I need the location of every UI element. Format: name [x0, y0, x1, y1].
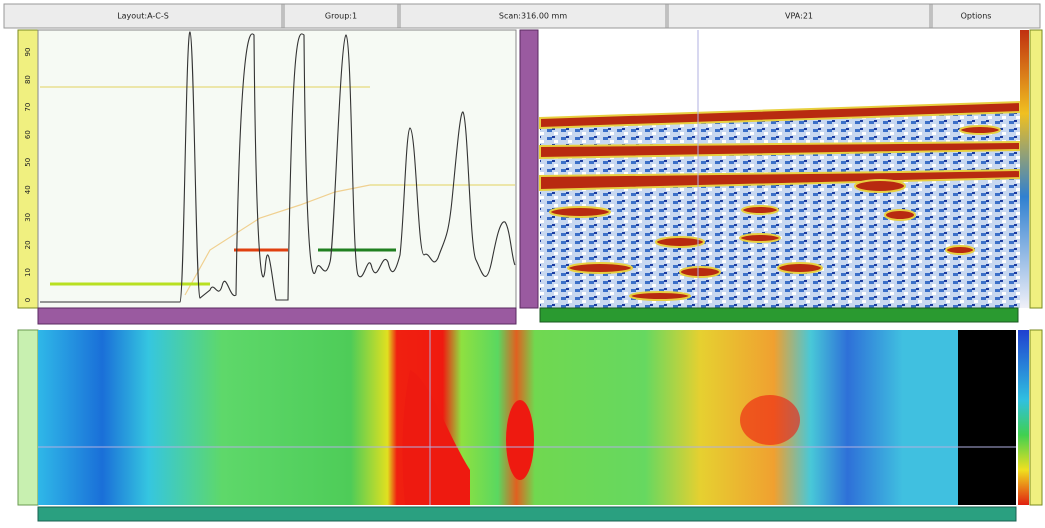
tab-label: Layout:A-C-S — [117, 12, 169, 21]
amplitude-ruler — [17, 29, 39, 309]
tab-label: Scan:316.00 mm — [499, 12, 567, 21]
ruler-label: 40 — [24, 185, 32, 194]
color-bar — [1020, 30, 1029, 308]
ruler-label: 0 — [24, 298, 32, 302]
ruler-label: 90 — [24, 48, 32, 57]
ruler-label: 70 — [24, 103, 32, 112]
ruler-label: 80 — [24, 75, 32, 84]
tab[interactable] — [399, 3, 667, 29]
ruler-labels: 90 80 70 60 50 40 30 20 10 0 — [24, 48, 32, 303]
time-ruler — [37, 307, 517, 325]
scan-ruler — [37, 506, 1017, 522]
tab-label: VPA:21 — [785, 12, 813, 21]
palette-ruler — [1029, 329, 1043, 506]
tab[interactable] — [931, 3, 1041, 29]
index-ruler — [539, 307, 1019, 323]
c-scan-image — [38, 330, 958, 505]
index-ruler — [17, 329, 39, 506]
no-data — [958, 330, 1016, 505]
ruler-label: 20 — [24, 240, 32, 249]
tcg-curve — [184, 184, 371, 296]
a-scan-plot — [37, 29, 517, 309]
tab[interactable] — [667, 3, 931, 29]
s-scan — [519, 29, 1043, 323]
ruler-label: 60 — [24, 130, 32, 139]
c-scan — [17, 329, 1043, 522]
toolbar: Layout:A-C-S Group:1 Scan:316.00 mm VPA:… — [3, 3, 1041, 29]
tab-label: Options — [961, 12, 992, 21]
tab-label: Group:1 — [325, 12, 357, 21]
a-scan: 90 80 70 60 50 40 30 20 10 0 — [17, 29, 517, 325]
ruler-label: 30 — [24, 213, 32, 222]
depth-ruler — [519, 29, 539, 309]
color-bar — [1018, 330, 1029, 505]
a-scan-waveform — [40, 31, 516, 303]
ruler-label: 50 — [24, 158, 32, 167]
angle-ruler — [1029, 29, 1043, 309]
tab[interactable] — [283, 3, 399, 29]
tab[interactable] — [3, 3, 283, 29]
ruler-label: 10 — [24, 268, 32, 277]
